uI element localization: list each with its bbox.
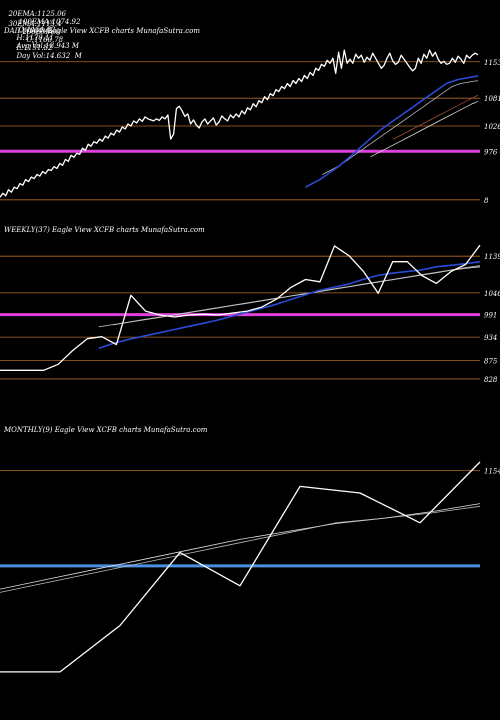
close-label: C: — [26, 36, 35, 44]
daily-y-label-0: 1153 — [484, 59, 500, 67]
monthly-price-line — [0, 461, 481, 673]
monthly-chart-title: MONTHLY(9) Eagle View XCFB charts Munafa… — [3, 426, 208, 434]
ema20-label: 20EMA: — [8, 10, 38, 18]
day-vol-value: 14.632 M — [45, 52, 82, 60]
daily-chart: DAILY(164) Eagle View XCFB charts Munafa… — [0, 27, 500, 205]
weekly-chart: WEEKLY(37) Eagle View XCFB charts Munafa… — [0, 226, 500, 384]
high-label: H: — [16, 34, 25, 42]
ema20-value: 1125.06 — [37, 10, 67, 18]
weekly-y-label-3: 934 — [484, 334, 497, 342]
weekly-price-line — [0, 244, 481, 371]
header-line-1: 20EMA:1125.06 100EMA:1074.92 O:1151.82 H… — [4, 2, 80, 50]
daily-y-label-4: 8 — [484, 197, 489, 205]
ema30-label: 30EMA: — [8, 20, 38, 28]
weekly-ema30-line — [98, 265, 481, 328]
daily-ema30-line — [322, 80, 479, 175]
header-line-2: 30EMA:1115.4 200EMA:0 C:1166.78 L:1151.8… — [4, 12, 82, 60]
low-value: 1151.82 — [23, 44, 53, 52]
weekly-y-label-1: 1046 — [484, 290, 500, 298]
daily-price-line — [0, 49, 479, 198]
day-vol-label: Day Vol: — [16, 52, 46, 60]
weekly-chart-title: WEEKLY(37) Eagle View XCFB charts Munafa… — [4, 226, 205, 234]
avg-vol-label: Avg Vol: — [16, 42, 46, 50]
ema30-value: 1115.4 — [37, 20, 62, 28]
high-value: 1170.11 — [24, 34, 54, 42]
open-value: 1151.82 — [26, 26, 56, 34]
daily-ema20-line — [305, 75, 479, 188]
low-label: L: — [16, 44, 24, 52]
weekly-y-label-5: 828 — [484, 376, 498, 384]
open-label: O: — [18, 26, 27, 34]
weekly-y-label-2: 991 — [484, 312, 497, 320]
monthly-y-label-0: 1154 — [484, 467, 500, 475]
ema100-label: 100EMA: — [18, 18, 52, 26]
avg-vol-value: 18.943 M — [45, 42, 79, 50]
close-value: 1166.78 — [34, 36, 64, 44]
ema200-label: 200EMA: — [22, 28, 56, 36]
daily-chart-title: DAILY(164) Eagle View XCFB charts Munafa… — [3, 27, 200, 35]
monthly-chart: MONTHLY(9) Eagle View XCFB charts Munafa… — [0, 426, 500, 673]
ema100-value: 1074.92 — [51, 18, 81, 26]
daily-ema100-line — [370, 100, 479, 158]
monthly-ema30-line — [0, 503, 481, 590]
weekly-y-label-0: 1139 — [484, 253, 500, 261]
daily-y-label-3: 976 — [484, 148, 498, 156]
weekly-y-label-4: 875 — [484, 357, 498, 365]
daily-ema200-line — [392, 94, 479, 140]
monthly-ema20-line — [0, 505, 481, 593]
daily-y-label-2: 1026 — [484, 123, 500, 131]
ema200-value: 0 — [55, 28, 60, 36]
